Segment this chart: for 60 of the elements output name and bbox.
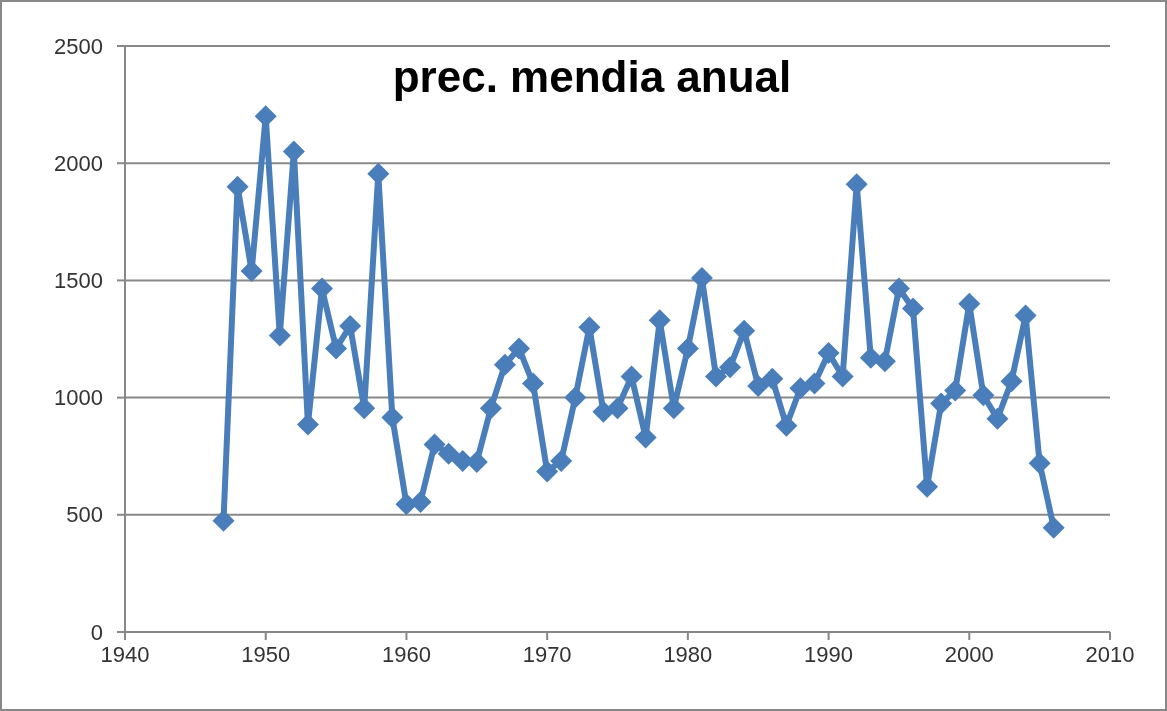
point	[873, 350, 896, 373]
x-tick-label: 2000	[944, 642, 994, 667]
point	[409, 490, 432, 513]
y-tick-label: 1000	[54, 385, 103, 411]
point	[803, 372, 826, 395]
point	[719, 356, 742, 379]
point	[508, 337, 530, 360]
point	[536, 460, 559, 483]
point	[282, 140, 305, 163]
point	[423, 433, 446, 456]
point	[437, 442, 460, 465]
point	[930, 392, 953, 415]
point	[479, 397, 502, 420]
point	[887, 277, 910, 300]
x-tick-label: 1980	[663, 642, 713, 667]
x-tick-label: 1970	[522, 642, 572, 667]
x-tick-label: 1950	[241, 642, 291, 667]
point	[339, 315, 362, 338]
point	[212, 509, 235, 532]
point	[817, 342, 840, 365]
point	[705, 365, 727, 388]
y-tick-label: 1500	[54, 267, 103, 293]
y-tick-label: 0	[90, 619, 103, 645]
y-tick-label: 2500	[54, 33, 103, 59]
x-tick-label: 1990	[804, 642, 854, 667]
point	[733, 319, 756, 342]
point	[268, 324, 291, 347]
point	[564, 386, 587, 409]
point	[522, 372, 545, 395]
point	[972, 384, 995, 407]
point	[1028, 452, 1051, 475]
point	[986, 407, 1009, 430]
x-tick-label: 1960	[381, 642, 431, 667]
point	[381, 406, 404, 429]
point	[620, 365, 643, 388]
point	[296, 413, 319, 436]
point	[493, 353, 516, 376]
point	[944, 379, 967, 402]
point	[226, 175, 249, 198]
y-tick-label: 500	[66, 502, 103, 528]
point	[761, 367, 784, 390]
point	[1042, 516, 1065, 539]
point	[676, 337, 699, 360]
point	[353, 397, 376, 420]
point	[325, 337, 348, 360]
x-tick-label: 2010	[1085, 642, 1135, 667]
point	[775, 414, 798, 437]
point	[606, 397, 629, 420]
point	[550, 449, 573, 472]
point	[902, 297, 924, 320]
point	[789, 377, 812, 400]
point	[592, 400, 615, 423]
point	[747, 374, 770, 397]
point	[859, 346, 882, 369]
point	[1000, 370, 1023, 393]
point	[367, 162, 390, 185]
y-tick-label: 2000	[54, 150, 103, 176]
x-tick-label: 1940	[100, 642, 150, 667]
chart-title: prec. mendia anual	[392, 52, 792, 101]
point	[240, 260, 263, 283]
